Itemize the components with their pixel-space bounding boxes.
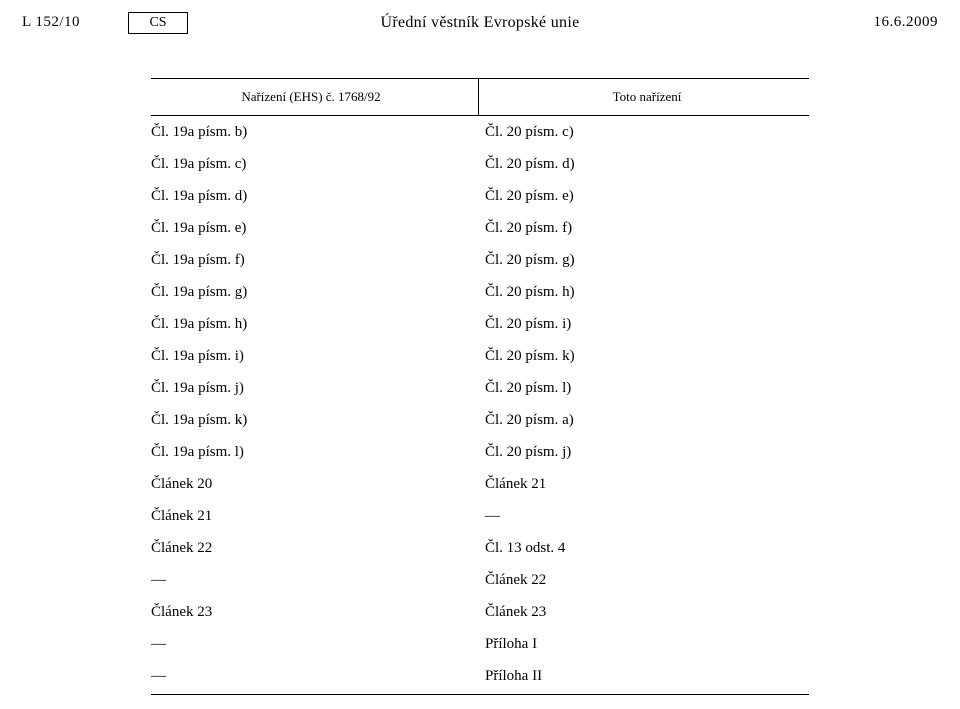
cell-left: Čl. 19a písm. g)	[151, 276, 471, 308]
table-row: Článek 22 Čl. 13 odst. 4	[151, 532, 809, 564]
cell-left: Čl. 19a písm. j)	[151, 372, 471, 404]
cell-right: Čl. 20 písm. k)	[485, 340, 809, 372]
table-row: Čl. 19a písm. d) Čl. 20 písm. e)	[151, 180, 809, 212]
table-row: Čl. 19a písm. e) Čl. 20 písm. f)	[151, 212, 809, 244]
cell-right: Čl. 20 písm. c)	[485, 116, 809, 148]
page: L 152/10 CS Úřední věstník Evropské unie…	[0, 0, 960, 709]
column-separator	[478, 78, 479, 116]
header-date: 16.6.2009	[874, 14, 939, 31]
cell-left: Článek 23	[151, 596, 471, 628]
table-row: Článek 21 —	[151, 500, 809, 532]
cell-right: Čl. 20 písm. j)	[485, 436, 809, 468]
cell-right: Článek 22	[485, 564, 809, 596]
table-row: Čl. 19a písm. f) Čl. 20 písm. g)	[151, 244, 809, 276]
table-row: Čl. 19a písm. b) Čl. 20 písm. c)	[151, 116, 809, 148]
table-header-right: Toto nařízení	[485, 78, 809, 116]
table-row: Čl. 19a písm. h) Čl. 20 písm. i)	[151, 308, 809, 340]
table-row: Čl. 19a písm. i) Čl. 20 písm. k)	[151, 340, 809, 372]
table-body: Čl. 19a písm. b)Čl. 20 písm. c)Čl. 19a p…	[151, 116, 809, 692]
table-row: — Příloha II	[151, 660, 809, 692]
table-row: Článek 20 Článek 21	[151, 468, 809, 500]
rule-bottom	[151, 694, 809, 695]
header-center-title: Úřední věstník Evropské unie	[0, 14, 960, 32]
table-row: Čl. 19a písm. g) Čl. 20 písm. h)	[151, 276, 809, 308]
cell-right: Čl. 20 písm. e)	[485, 180, 809, 212]
cell-right: Příloha I	[485, 628, 809, 660]
cell-left: Článek 20	[151, 468, 471, 500]
cell-right: Čl. 20 písm. f)	[485, 212, 809, 244]
table-header: Nařízení (EHS) č. 1768/92 Toto nařízení	[151, 78, 809, 116]
cell-right: Čl. 13 odst. 4	[485, 532, 809, 564]
cell-right: Článek 21	[485, 468, 809, 500]
table-row: Článek 23 Článek 23	[151, 596, 809, 628]
table-row: Čl. 19a písm. c) Čl. 20 písm. d)	[151, 148, 809, 180]
table-header-left: Nařízení (EHS) č. 1768/92	[151, 78, 471, 116]
cell-left: Čl. 19a písm. l)	[151, 436, 471, 468]
cell-left: Čl. 19a písm. c)	[151, 148, 471, 180]
cell-left: Čl. 19a písm. f)	[151, 244, 471, 276]
cell-left: Článek 21	[151, 500, 471, 532]
cell-left: Čl. 19a písm. h)	[151, 308, 471, 340]
cell-left: Čl. 19a písm. i)	[151, 340, 471, 372]
cell-right: Článek 23	[485, 596, 809, 628]
cell-left: —	[151, 628, 471, 660]
table-row: Čl. 19a písm. l) Čl. 20 písm. j)	[151, 436, 809, 468]
table-row: — Článek 22	[151, 564, 809, 596]
table-row: — Příloha I	[151, 628, 809, 660]
cell-right: Čl. 20 písm. l)	[485, 372, 809, 404]
cell-left: —	[151, 660, 471, 692]
cell-left: Čl. 19a písm. d)	[151, 180, 471, 212]
cell-right: —	[485, 500, 809, 532]
cell-left: Čl. 19a písm. k)	[151, 404, 471, 436]
cell-right: Čl. 20 písm. a)	[485, 404, 809, 436]
cell-right: Čl. 20 písm. g)	[485, 244, 809, 276]
table-row: Čl. 19a písm. j) Čl. 20 písm. l)	[151, 372, 809, 404]
cell-left: —	[151, 564, 471, 596]
cell-right: Čl. 20 písm. h)	[485, 276, 809, 308]
cell-right: Příloha II	[485, 660, 809, 692]
correlation-table: Nařízení (EHS) č. 1768/92 Toto nařízení …	[151, 78, 809, 695]
cell-left: Čl. 19a písm. e)	[151, 212, 471, 244]
cell-right: Čl. 20 písm. d)	[485, 148, 809, 180]
table-row: Čl. 19a písm. k) Čl. 20 písm. a)	[151, 404, 809, 436]
page-header: L 152/10 CS Úřední věstník Evropské unie…	[0, 14, 960, 42]
cell-left: Článek 22	[151, 532, 471, 564]
cell-left: Čl. 19a písm. b)	[151, 116, 471, 148]
cell-right: Čl. 20 písm. i)	[485, 308, 809, 340]
